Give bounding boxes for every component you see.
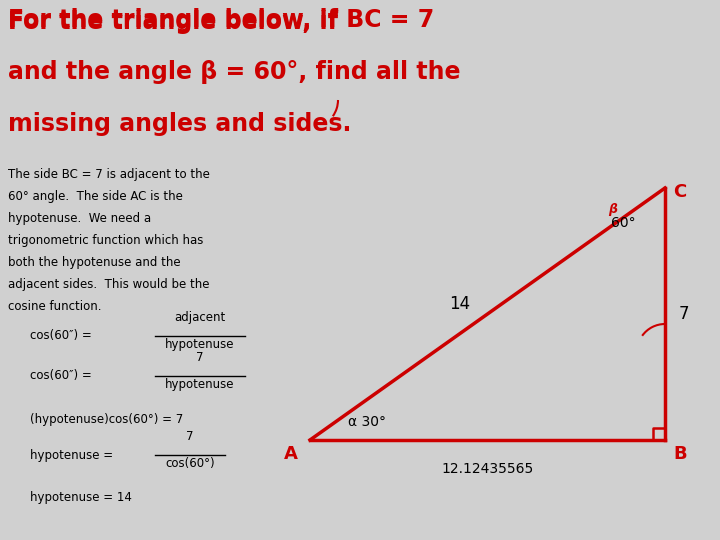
Text: The side BC = 7 is adjacent to the: The side BC = 7 is adjacent to the (8, 168, 210, 181)
Text: 60°: 60° (611, 216, 635, 230)
Text: 60° angle.  The side AC is the: 60° angle. The side AC is the (8, 190, 183, 203)
Text: both the hypotenuse and the: both the hypotenuse and the (8, 256, 181, 269)
Text: 7: 7 (679, 305, 690, 323)
Text: trigonometric function which has: trigonometric function which has (8, 234, 203, 247)
Text: cos(60″) =: cos(60″) = (30, 329, 91, 342)
Text: For the triangle below, if: For the triangle below, if (8, 10, 346, 34)
Text: B: B (673, 445, 687, 463)
Text: β: β (608, 204, 618, 217)
Text: For the triangle below, if      = 7: For the triangle below, if = 7 (8, 10, 432, 34)
Text: α 30°: α 30° (348, 415, 386, 429)
Text: hypotenuse =: hypotenuse = (30, 449, 113, 462)
Text: adjacent: adjacent (174, 311, 225, 324)
Text: cos(60″) =: cos(60″) = (30, 369, 91, 382)
Text: cosine function.: cosine function. (8, 300, 102, 313)
Text: A: A (284, 445, 298, 463)
Text: 14: 14 (449, 295, 470, 313)
Text: missing angles and sides.: missing angles and sides. (8, 112, 351, 136)
Text: 7: 7 (197, 351, 204, 364)
Text: hypotenuse = 14: hypotenuse = 14 (30, 491, 132, 504)
Text: For the triangle below, if BC = 7: For the triangle below, if BC = 7 (8, 8, 434, 32)
Text: adjacent sides.  This would be the: adjacent sides. This would be the (8, 278, 210, 291)
Text: and the angle β = 60°, find all the: and the angle β = 60°, find all the (8, 60, 461, 84)
Text: hypotenuse: hypotenuse (166, 338, 235, 351)
Text: 7: 7 (186, 430, 194, 443)
Text: C: C (673, 183, 686, 201)
Text: For the triangle below, if: For the triangle below, if (8, 10, 346, 34)
Text: (hypotenuse)cos(60°) = 7: (hypotenuse)cos(60°) = 7 (30, 414, 184, 427)
Text: cos(60°): cos(60°) (165, 457, 215, 470)
Text: 12.12435565: 12.12435565 (441, 462, 534, 476)
Text: hypotenuse: hypotenuse (166, 378, 235, 391)
Text: hypotenuse.  We need a: hypotenuse. We need a (8, 212, 151, 225)
